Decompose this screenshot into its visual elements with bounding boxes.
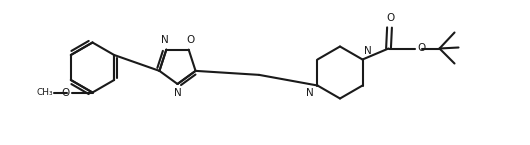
Text: O: O [187,35,195,45]
Text: CH₃: CH₃ [37,88,53,97]
Text: O: O [386,13,395,23]
Text: O: O [417,43,425,53]
Text: O: O [62,87,70,97]
Text: N: N [174,88,181,98]
Text: N: N [364,47,372,57]
Text: N: N [161,35,169,45]
Text: N: N [306,87,313,97]
